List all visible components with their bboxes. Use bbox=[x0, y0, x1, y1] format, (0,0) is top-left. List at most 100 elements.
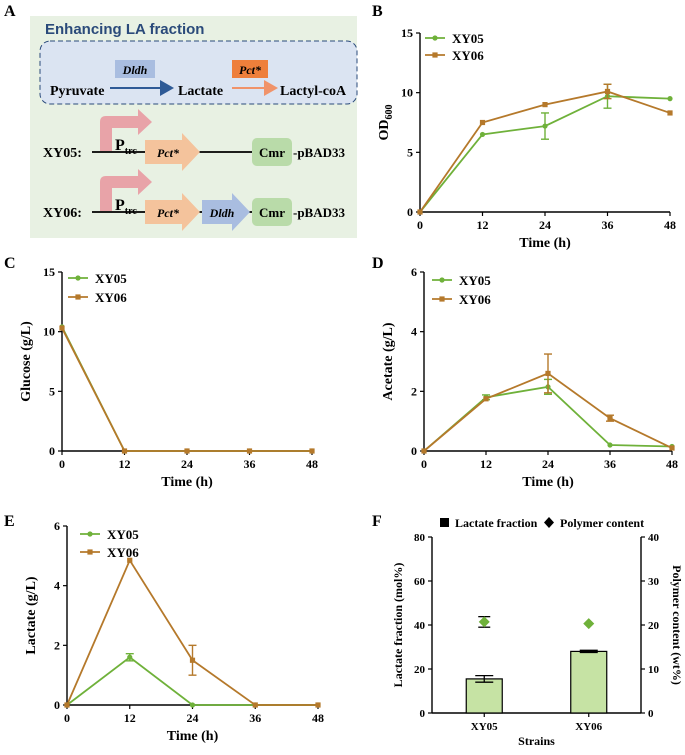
panel-letter: E bbox=[4, 513, 15, 530]
panel-letter: F bbox=[372, 513, 382, 530]
legend-label-xy06: XY06 bbox=[107, 545, 139, 560]
x-tick-label: 36 bbox=[249, 711, 261, 725]
xy06-promoter-label: Ptrc bbox=[115, 197, 137, 217]
data-point-xy06 bbox=[417, 209, 423, 215]
xy05-promoter-label: Ptrc bbox=[115, 137, 137, 157]
data-point-xy06 bbox=[667, 110, 673, 116]
x-tick-label: 48 bbox=[306, 457, 318, 471]
x-tick-label: 24 bbox=[539, 218, 551, 232]
y-tick-label: 4 bbox=[54, 579, 60, 593]
y-tick-label: 40 bbox=[414, 620, 426, 632]
x-tick-label: 12 bbox=[477, 218, 489, 232]
y-axis-label-right: Polymer content (wt%) bbox=[670, 565, 684, 685]
xy06-pct-gene bbox=[145, 193, 200, 231]
dldh-enzyme-label: Dldh bbox=[122, 63, 148, 77]
dldh-enzyme-box bbox=[115, 60, 155, 78]
xy06-construct-label: XY06: bbox=[43, 206, 82, 221]
y-right-tick-label: 0 bbox=[648, 708, 654, 720]
y-tick-label: 0 bbox=[420, 708, 426, 720]
y-tick-label: 0 bbox=[54, 698, 60, 712]
legend-label-xy06: XY06 bbox=[95, 290, 127, 305]
y-axis-label: Lactate (g/L) bbox=[24, 576, 39, 654]
series-line-xy05 bbox=[61, 326, 312, 452]
panel-f-fraction-chart: F 0 20 40 60 80 0 10 20 30 40 Lactate fraction (mol… bbox=[372, 513, 684, 748]
y-right-tick-label: 30 bbox=[648, 576, 660, 588]
bar-xy06 bbox=[570, 650, 608, 714]
legend-marker-xy05 bbox=[75, 275, 81, 281]
legend-label-xy05: XY05 bbox=[95, 271, 127, 286]
y-tick-label: 10 bbox=[401, 86, 413, 100]
panel-letter: D bbox=[372, 255, 384, 272]
y-right-tick-label: 40 bbox=[648, 532, 660, 544]
lactate-label: Lactate bbox=[178, 84, 223, 99]
data-point-xy06 bbox=[607, 415, 613, 421]
y-right-tick-label: 20 bbox=[648, 620, 660, 632]
data-point-xy06 bbox=[604, 88, 611, 95]
x-tick-label: 36 bbox=[602, 218, 614, 232]
lactyl-coa-label: Lactyl-coA bbox=[280, 84, 347, 99]
legend-label-xy05: XY05 bbox=[459, 273, 491, 288]
y-tick-label: 20 bbox=[414, 664, 426, 676]
x-tick-label: 24 bbox=[542, 457, 554, 471]
legend-marker-xy06 bbox=[87, 549, 93, 555]
y-tick-label: 0 bbox=[407, 205, 413, 219]
data-point-xy06 bbox=[483, 396, 489, 402]
data-point-xy06 bbox=[246, 448, 253, 454]
legend-marker-xy06 bbox=[432, 52, 438, 58]
pct-enzyme-box bbox=[232, 60, 268, 78]
x-tick-label: XY06 bbox=[575, 721, 602, 733]
y-tick-label: 4 bbox=[411, 325, 417, 339]
y-tick-label: 15 bbox=[43, 265, 55, 279]
data-point-xy06 bbox=[669, 445, 675, 451]
polymer-point-xy06 bbox=[583, 618, 595, 630]
y-axis-label: OD600 bbox=[377, 105, 395, 141]
xy05-promoter-arrow bbox=[100, 109, 152, 151]
pct-enzyme-label: Pct* bbox=[239, 63, 262, 77]
panel-a-letter: A bbox=[4, 3, 16, 20]
series-line-xy06 bbox=[66, 558, 318, 706]
data-point-xy05 bbox=[127, 654, 133, 660]
panel-c-glucose-chart: C 0 5 10 15 0 12 24 36 48 Time (h) Glucose (g/L) XY0… bbox=[4, 255, 318, 490]
xy06-promoter-arrow bbox=[100, 169, 152, 211]
y-axis-label: Acetate (g/L) bbox=[381, 322, 396, 400]
x-tick-label: 12 bbox=[124, 711, 136, 725]
data-point-xy06 bbox=[127, 557, 133, 563]
legend-marker-xy05 bbox=[439, 277, 445, 283]
y-right-tick-label: 10 bbox=[648, 664, 660, 676]
data-point-xy06 bbox=[184, 448, 190, 454]
x-axis-label: Time (h) bbox=[161, 475, 213, 490]
x-tick-label: 12 bbox=[480, 457, 492, 471]
x-tick-label: 36 bbox=[244, 457, 256, 471]
x-tick-label: 48 bbox=[664, 218, 676, 232]
xy06-cmr-label: Cmr bbox=[259, 205, 285, 220]
x-tick-label: 36 bbox=[604, 457, 616, 471]
xy06-pct-gene-label: Pct* bbox=[157, 206, 180, 220]
panel-letter: B bbox=[372, 3, 383, 20]
x-tick-label: 12 bbox=[119, 457, 131, 471]
data-point-xy06 bbox=[252, 702, 258, 708]
data-point-xy06 bbox=[309, 448, 315, 454]
xy05-cmr-marker bbox=[252, 138, 292, 166]
data-point-xy06 bbox=[545, 370, 551, 377]
y-tick-label: 2 bbox=[54, 638, 60, 652]
x-tick-label: 48 bbox=[666, 457, 678, 471]
y-tick-label: 2 bbox=[411, 384, 417, 398]
legend-square-marker bbox=[440, 518, 449, 527]
x-tick-label: 48 bbox=[312, 711, 324, 725]
y-tick-label: 80 bbox=[414, 532, 426, 544]
pyruvate-label: Pyruvate bbox=[50, 84, 104, 99]
xy05-pct-gene bbox=[145, 133, 200, 171]
xy05-pct-gene-label: Pct* bbox=[157, 146, 180, 160]
legend-marker-xy06 bbox=[75, 294, 81, 300]
panel-b-od600-chart: B 0 5 10 15 0 12 24 36 48 Time (h) OD600 XY05 XY06 bbox=[372, 3, 676, 251]
x-tick-label: 0 bbox=[59, 457, 65, 471]
x-axis-label: Time (h) bbox=[522, 475, 574, 490]
legend-marker-xy05 bbox=[87, 531, 93, 537]
data-point-xy06 bbox=[59, 325, 65, 331]
legend-marker-xy06 bbox=[439, 296, 445, 302]
xy05-construct-label: XY05: bbox=[43, 146, 82, 161]
y-tick-label: 5 bbox=[49, 384, 55, 398]
